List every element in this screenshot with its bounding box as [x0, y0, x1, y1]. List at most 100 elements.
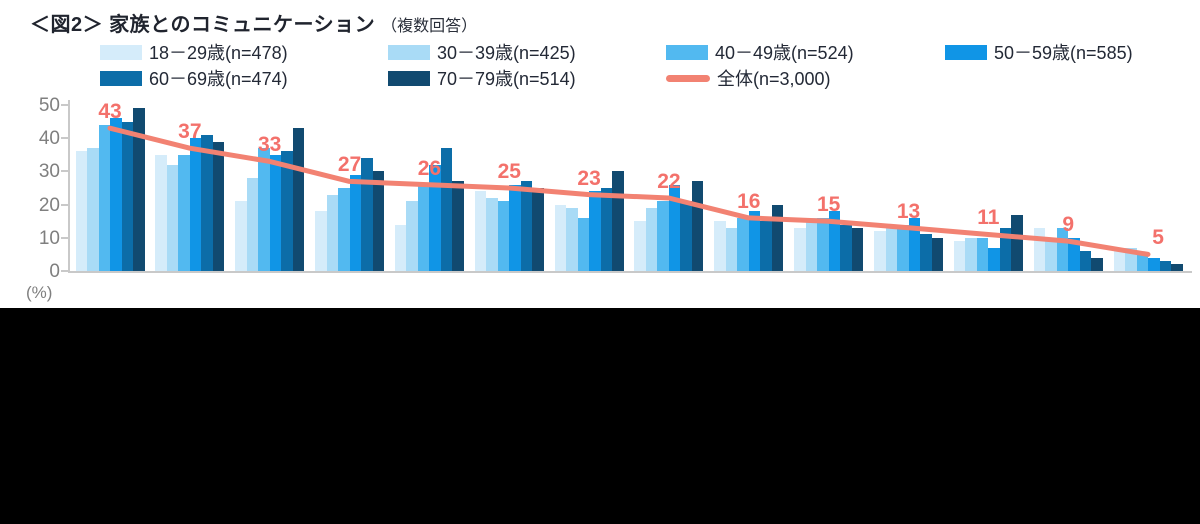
overall-value-label: 11	[977, 206, 1000, 230]
chart-title-note: （複数回答）	[381, 18, 478, 35]
y-axis-tick-label: 10	[38, 227, 60, 249]
legend-label: 70－79歳(n=514)	[437, 69, 576, 89]
bar-group5-series2	[406, 201, 418, 271]
bar-group13-series4	[1068, 237, 1080, 271]
legend-label: 18－29歳(n=478)	[149, 43, 288, 63]
bar-group8-series6	[691, 181, 704, 271]
y-axis-tick-label: 20	[38, 194, 60, 216]
overall-value-label: 37	[178, 120, 202, 144]
overall-value-label: 16	[737, 189, 761, 213]
legend-label: 60－69歳(n=474)	[149, 69, 288, 89]
bar-group12-series2	[965, 237, 977, 271]
bar-group14-series4	[1148, 257, 1160, 271]
bar-group6-series3	[497, 201, 510, 271]
bar-group2-series3	[178, 154, 190, 271]
bar-group4-series5	[361, 158, 373, 271]
bar-group3-series4	[269, 154, 282, 271]
overall-value-label: 22	[657, 169, 681, 193]
bar-group12-series3	[976, 237, 989, 271]
bar-group3-series3	[258, 148, 270, 271]
bar-group4-series4	[349, 174, 362, 271]
legend-label: 30－39歳(n=425)	[437, 43, 576, 63]
chart-panel: ＜図2＞ 家族とのコミュニケーション （複数回答） 18－29歳(n=478) 30…	[0, 0, 1200, 308]
bar-group3-series2	[246, 178, 259, 271]
bar-group13-series2	[1045, 237, 1057, 271]
bar-group12-series5	[999, 227, 1012, 271]
bar-group7-series5	[600, 188, 613, 271]
bar-group14-series2	[1125, 247, 1137, 271]
legend-swatch-icon	[100, 70, 142, 86]
y-axis-tick-mark	[61, 236, 68, 239]
bar-group7-series1	[554, 204, 567, 271]
overall-value-label: 13	[896, 199, 921, 223]
bar-group14-series5	[1159, 261, 1172, 271]
bar-group3-series5	[281, 151, 293, 271]
legend-item: 40－49歳(n=524)	[666, 42, 854, 63]
bar-group5-series4	[429, 164, 441, 271]
bar-group9-series3	[737, 217, 749, 271]
bar-group2-series2	[166, 164, 179, 271]
bar-group3-series6	[292, 128, 305, 271]
bar-group7-series4	[589, 191, 601, 271]
bar-group1-series4	[110, 118, 122, 271]
y-axis-tick-mark	[61, 170, 68, 173]
bar-group8-series4	[668, 184, 681, 271]
bar-group9-series1	[714, 221, 726, 271]
legend-item-line: 全体(n=3,000)	[666, 68, 831, 89]
y-axis-tick-mark	[61, 137, 68, 140]
bar-group6-series5	[520, 181, 533, 271]
bar-group4-series6	[372, 171, 385, 271]
bar-group11-series4	[908, 217, 920, 271]
bar-group6-series4	[509, 184, 521, 271]
bar-group2-series4	[189, 138, 202, 271]
y-axis-tick-mark	[61, 203, 68, 206]
x-axis-line	[68, 271, 1192, 273]
legend-label: 50－59歳(n=585)	[994, 43, 1133, 63]
bar-group1-series2	[87, 148, 99, 271]
legend-swatch-icon	[388, 70, 430, 86]
overall-value-label: 43	[98, 100, 122, 124]
overall-value-label: 5	[1152, 226, 1164, 250]
legend-label: 全体(n=3,000)	[717, 69, 831, 89]
y-axis-tick-label: 0	[49, 261, 60, 282]
y-axis-unit: (%)	[26, 283, 53, 302]
overall-value-label: 25	[497, 160, 521, 183]
legend-item: 50－59歳(n=585)	[945, 42, 1133, 63]
y-axis-tick-mark	[61, 270, 68, 272]
bar-group2-series6	[212, 141, 225, 271]
bar-group5-series5	[440, 148, 453, 271]
bar-group13-series1	[1033, 227, 1046, 271]
bar-group5-series6	[452, 181, 464, 271]
bar-group2-series1	[155, 154, 167, 271]
bar-group11-series6	[931, 237, 943, 271]
bar-group11-series3	[897, 224, 909, 271]
bar-group10-series3	[817, 217, 829, 271]
bar-group1-series3	[98, 124, 110, 271]
bar-group4-series2	[326, 194, 339, 271]
bar-group3-series1	[235, 201, 247, 271]
bar-group8-series3	[657, 201, 669, 271]
chart-title-main: ＜図2＞ 家族とのコミュニケーション	[30, 14, 376, 36]
overall-value-label: 26	[417, 156, 442, 180]
bar-group10-series2	[805, 217, 818, 271]
bar-group7-series6	[612, 171, 624, 271]
bar-group14-series6	[1171, 264, 1183, 271]
bar-group4-series3	[338, 188, 350, 271]
y-axis-line	[68, 100, 70, 273]
bar-group14-series1	[1113, 251, 1126, 271]
overall-value-label: 15	[816, 193, 841, 217]
overall-value-label: 27	[337, 153, 362, 177]
bar-group11-series5	[920, 234, 932, 271]
bar-group9-series5	[760, 221, 772, 271]
chart-title: ＜図2＞ 家族とのコミュニケーション （複数回答）	[30, 8, 477, 37]
legend-item: 60－69歳(n=474)	[100, 68, 288, 89]
bar-group7-series3	[577, 217, 590, 271]
bar-group13-series5	[1079, 251, 1092, 271]
overall-line	[107, 125, 1151, 257]
y-axis-tick-label: 50	[38, 95, 60, 116]
bar-group11-series1	[874, 231, 886, 271]
bar-group13-series3	[1056, 227, 1069, 271]
bar-group5-series3	[417, 184, 430, 271]
bar-group10-series6	[851, 227, 864, 271]
